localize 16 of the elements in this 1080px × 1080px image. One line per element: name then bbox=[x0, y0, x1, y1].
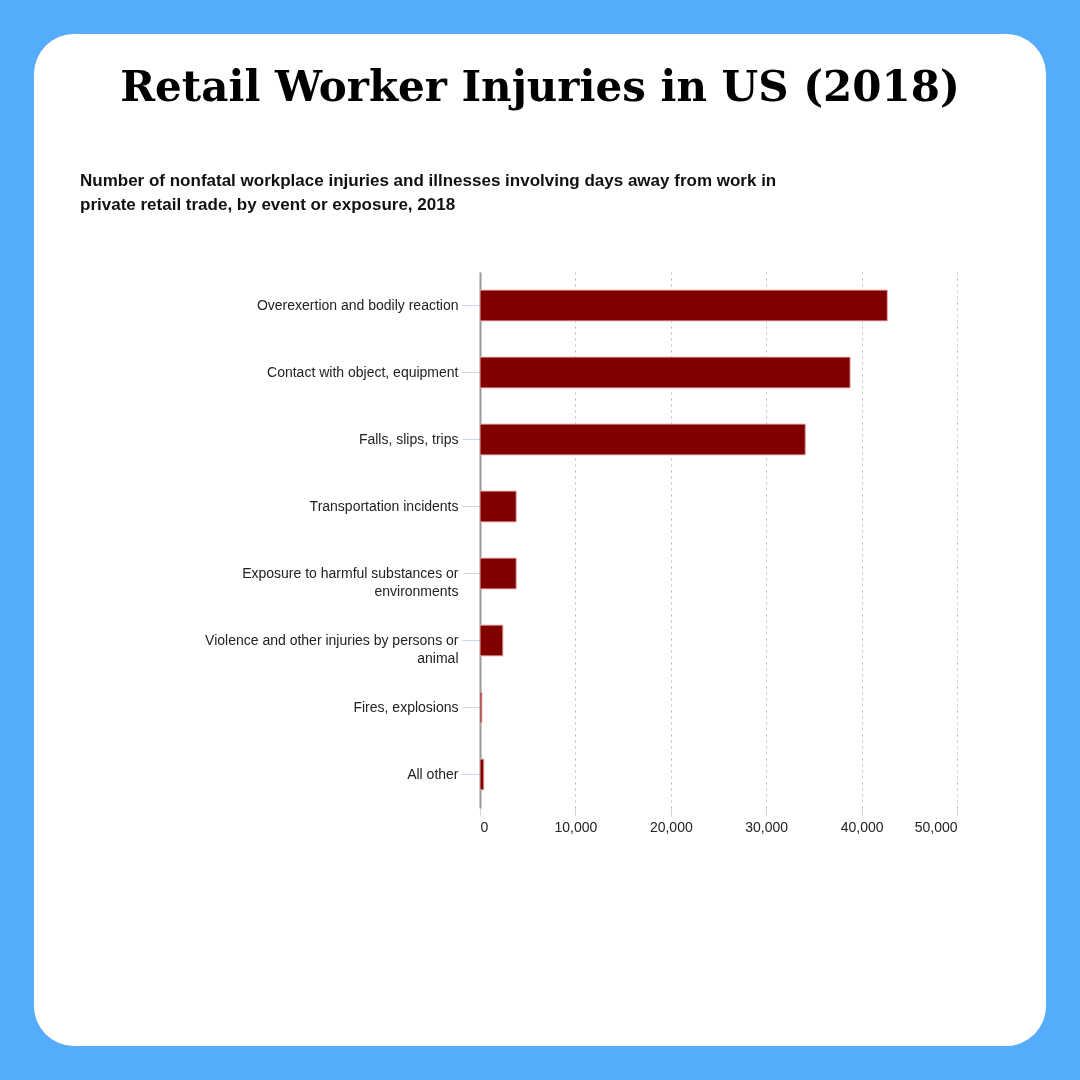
x-tick-label: 40,000 bbox=[840, 818, 884, 835]
chart-title: Retail Worker Injuries in US (2018) bbox=[119, 62, 961, 111]
x-tick-label: 10,000 bbox=[554, 818, 598, 835]
y-tick-label: Contact with object, equipment bbox=[267, 363, 459, 380]
y-tick-label: Transportation incidents bbox=[309, 497, 459, 514]
y-tick-label: Violence and other injuries by persons or animal bbox=[205, 631, 459, 666]
y-tick-label: Fires, explosions bbox=[353, 698, 459, 715]
y-tick-label: Overexertion and bodily reaction bbox=[256, 296, 459, 313]
y-tick-label: All other bbox=[407, 765, 459, 782]
chart-subtitle: Number of nonfatal workplace injuries and illnesses involving days away from work in private retail trade, by event or exposure, 2018 bbox=[80, 171, 777, 214]
x-tick-label: 30,000 bbox=[745, 818, 789, 835]
x-tick-label: 20,000 bbox=[649, 818, 693, 835]
y-tick-label: Falls, slips, trips bbox=[358, 430, 459, 447]
x-tick-label: 0 bbox=[480, 818, 489, 835]
y-tick-label: Exposure to harmful substances or environments bbox=[242, 564, 459, 599]
x-tick-label: 50,000 bbox=[914, 818, 958, 835]
